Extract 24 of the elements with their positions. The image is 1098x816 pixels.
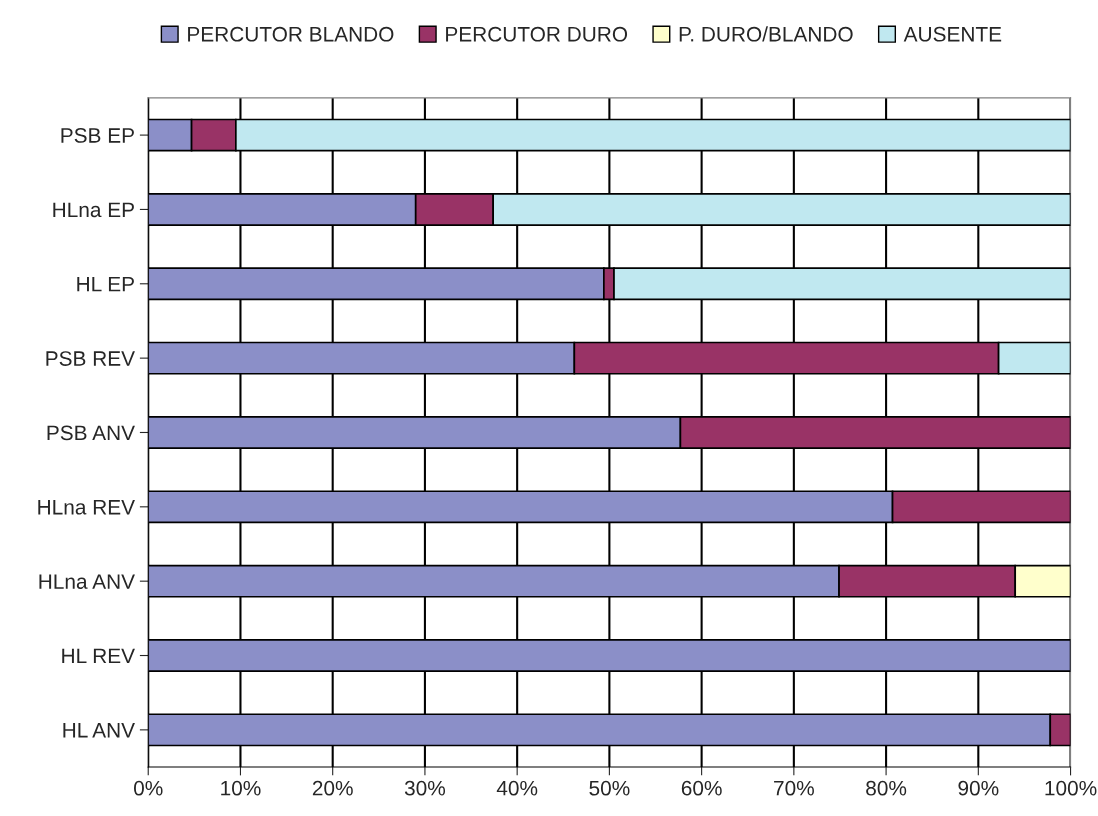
legend-label: P. DURO/BLANDO	[679, 26, 853, 42]
legend-label: PERCUTOR DURO	[446, 26, 628, 42]
y-tick-label: HLna ANV	[39, 574, 135, 589]
x-tick-label: 90%	[958, 780, 999, 796]
x-tick-label: 30%	[404, 780, 446, 796]
x-tick-label: 100%	[1045, 780, 1097, 796]
x-tick-label: 60%	[681, 780, 722, 796]
y-tick-label: PSB REV	[46, 351, 135, 366]
x-tick-label: 70%	[774, 780, 814, 796]
y-tick-label: HLna REV	[38, 500, 135, 515]
x-tick-label: 10%	[221, 780, 261, 796]
y-tick-label: PSB EP	[61, 128, 134, 143]
x-tick-label: 20%	[312, 780, 353, 796]
x-tick-label: 50%	[589, 780, 630, 796]
x-tick-label: 0%	[133, 780, 163, 796]
y-tick-label: PSB ANV	[47, 425, 135, 441]
y-tick-label: HLna EP	[53, 202, 134, 218]
y-tick-label: HL REV	[62, 648, 135, 664]
y-tick-label: HL EP	[77, 277, 134, 292]
x-tick-label: 80%	[866, 780, 907, 796]
y-tick-label: HL ANV	[63, 723, 135, 738]
x-tick-label: 40%	[496, 780, 538, 796]
legend-label: AUSENTE	[903, 26, 1002, 42]
legend-label: PERCUTOR BLANDO	[188, 26, 394, 42]
